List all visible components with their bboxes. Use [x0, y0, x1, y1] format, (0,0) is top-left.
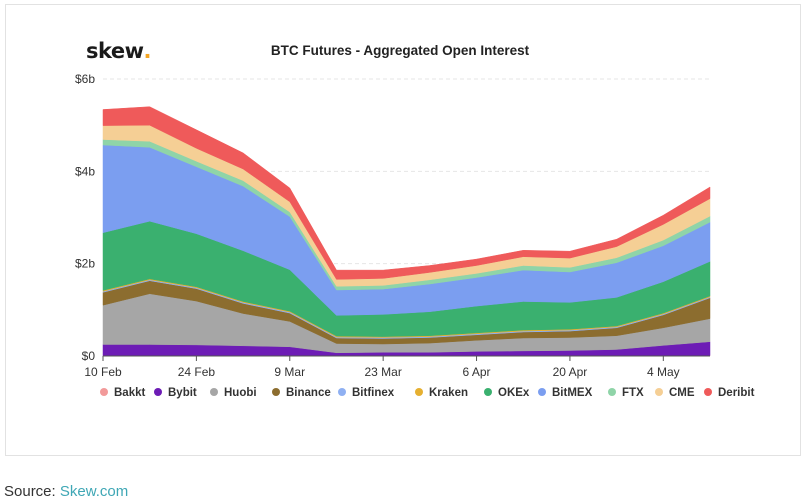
- legend-marker: [704, 388, 712, 396]
- legend-marker: [210, 388, 218, 396]
- area-deribit[interactable]: [102, 106, 711, 280]
- legend-label: CME: [669, 387, 695, 399]
- legend-item-bakkt[interactable]: Bakkt: [100, 387, 145, 399]
- legend-label: Huobi: [224, 387, 257, 399]
- area-layer: [102, 106, 711, 357]
- legend-label: Bitfinex: [352, 387, 395, 399]
- skew-logo: skew.: [86, 39, 152, 63]
- y-tick-label: $2b: [75, 257, 95, 271]
- x-tick-label: 6 Apr: [463, 365, 491, 379]
- x-tick-label: 24 Feb: [178, 365, 216, 379]
- legend-marker: [338, 388, 346, 396]
- legend-item-kraken[interactable]: Kraken: [415, 387, 468, 399]
- legend-marker: [655, 388, 663, 396]
- y-tick-label: $6b: [75, 72, 95, 86]
- legend-label: BitMEX: [552, 387, 593, 399]
- x-tick-label: 20 Apr: [553, 365, 588, 379]
- legend-label: Bybit: [168, 387, 197, 399]
- legend-label: Bakkt: [114, 387, 145, 399]
- legend-marker: [484, 388, 492, 396]
- legend-label: OKEx: [498, 387, 530, 399]
- source-label: Source:: [4, 483, 56, 500]
- legend-marker: [538, 388, 546, 396]
- legend-label: Binance: [286, 387, 331, 399]
- axis-layer: $0 $2b $4b $6b 10 Feb 24 Feb 9 Mar 23 Mar 6 Apr 2…: [75, 72, 710, 379]
- source-note: Source: Skew.com: [4, 483, 128, 500]
- legend-marker: [272, 388, 280, 396]
- legend-item-deribit[interactable]: Deribit: [704, 387, 755, 399]
- y-tick-label: $0: [82, 349, 96, 363]
- legend-item-binance[interactable]: Binance: [272, 387, 331, 399]
- legend-label: Kraken: [429, 387, 468, 399]
- y-tick-label: $4b: [75, 164, 95, 178]
- legend-label: FTX: [622, 387, 644, 399]
- logo-dot: .: [143, 39, 152, 63]
- legend-item-ftx[interactable]: FTX: [608, 387, 644, 399]
- legend-item-cme[interactable]: CME: [655, 387, 695, 399]
- x-tick-label: 23 Mar: [364, 365, 401, 379]
- legend-item-bitmex[interactable]: BitMEX: [538, 387, 593, 399]
- x-tick-label: 4 May: [647, 365, 680, 379]
- source-link[interactable]: Skew.com: [59, 483, 129, 500]
- legend-marker: [100, 388, 108, 396]
- legend-item-huobi[interactable]: Huobi: [210, 387, 257, 399]
- legend-label: Deribit: [718, 387, 755, 399]
- legend-marker: [608, 388, 616, 396]
- legend-marker: [415, 388, 423, 396]
- x-tick-label: 10 Feb: [84, 365, 122, 379]
- chart-title: BTC Futures - Aggregated Open Interest: [270, 43, 530, 58]
- legend-item-okex[interactable]: OKEx: [484, 387, 530, 399]
- legend-item-bitfinex[interactable]: Bitfinex: [338, 387, 395, 399]
- logo-text: skew: [86, 39, 144, 63]
- legend-layer: Bakkt Bybit Huobi Binance Bitfinex Kraken OKEx…: [100, 387, 755, 399]
- legend-marker: [154, 388, 162, 396]
- legend-item-bybit[interactable]: Bybit: [154, 387, 197, 399]
- x-tick-label: 9 Mar: [274, 365, 305, 379]
